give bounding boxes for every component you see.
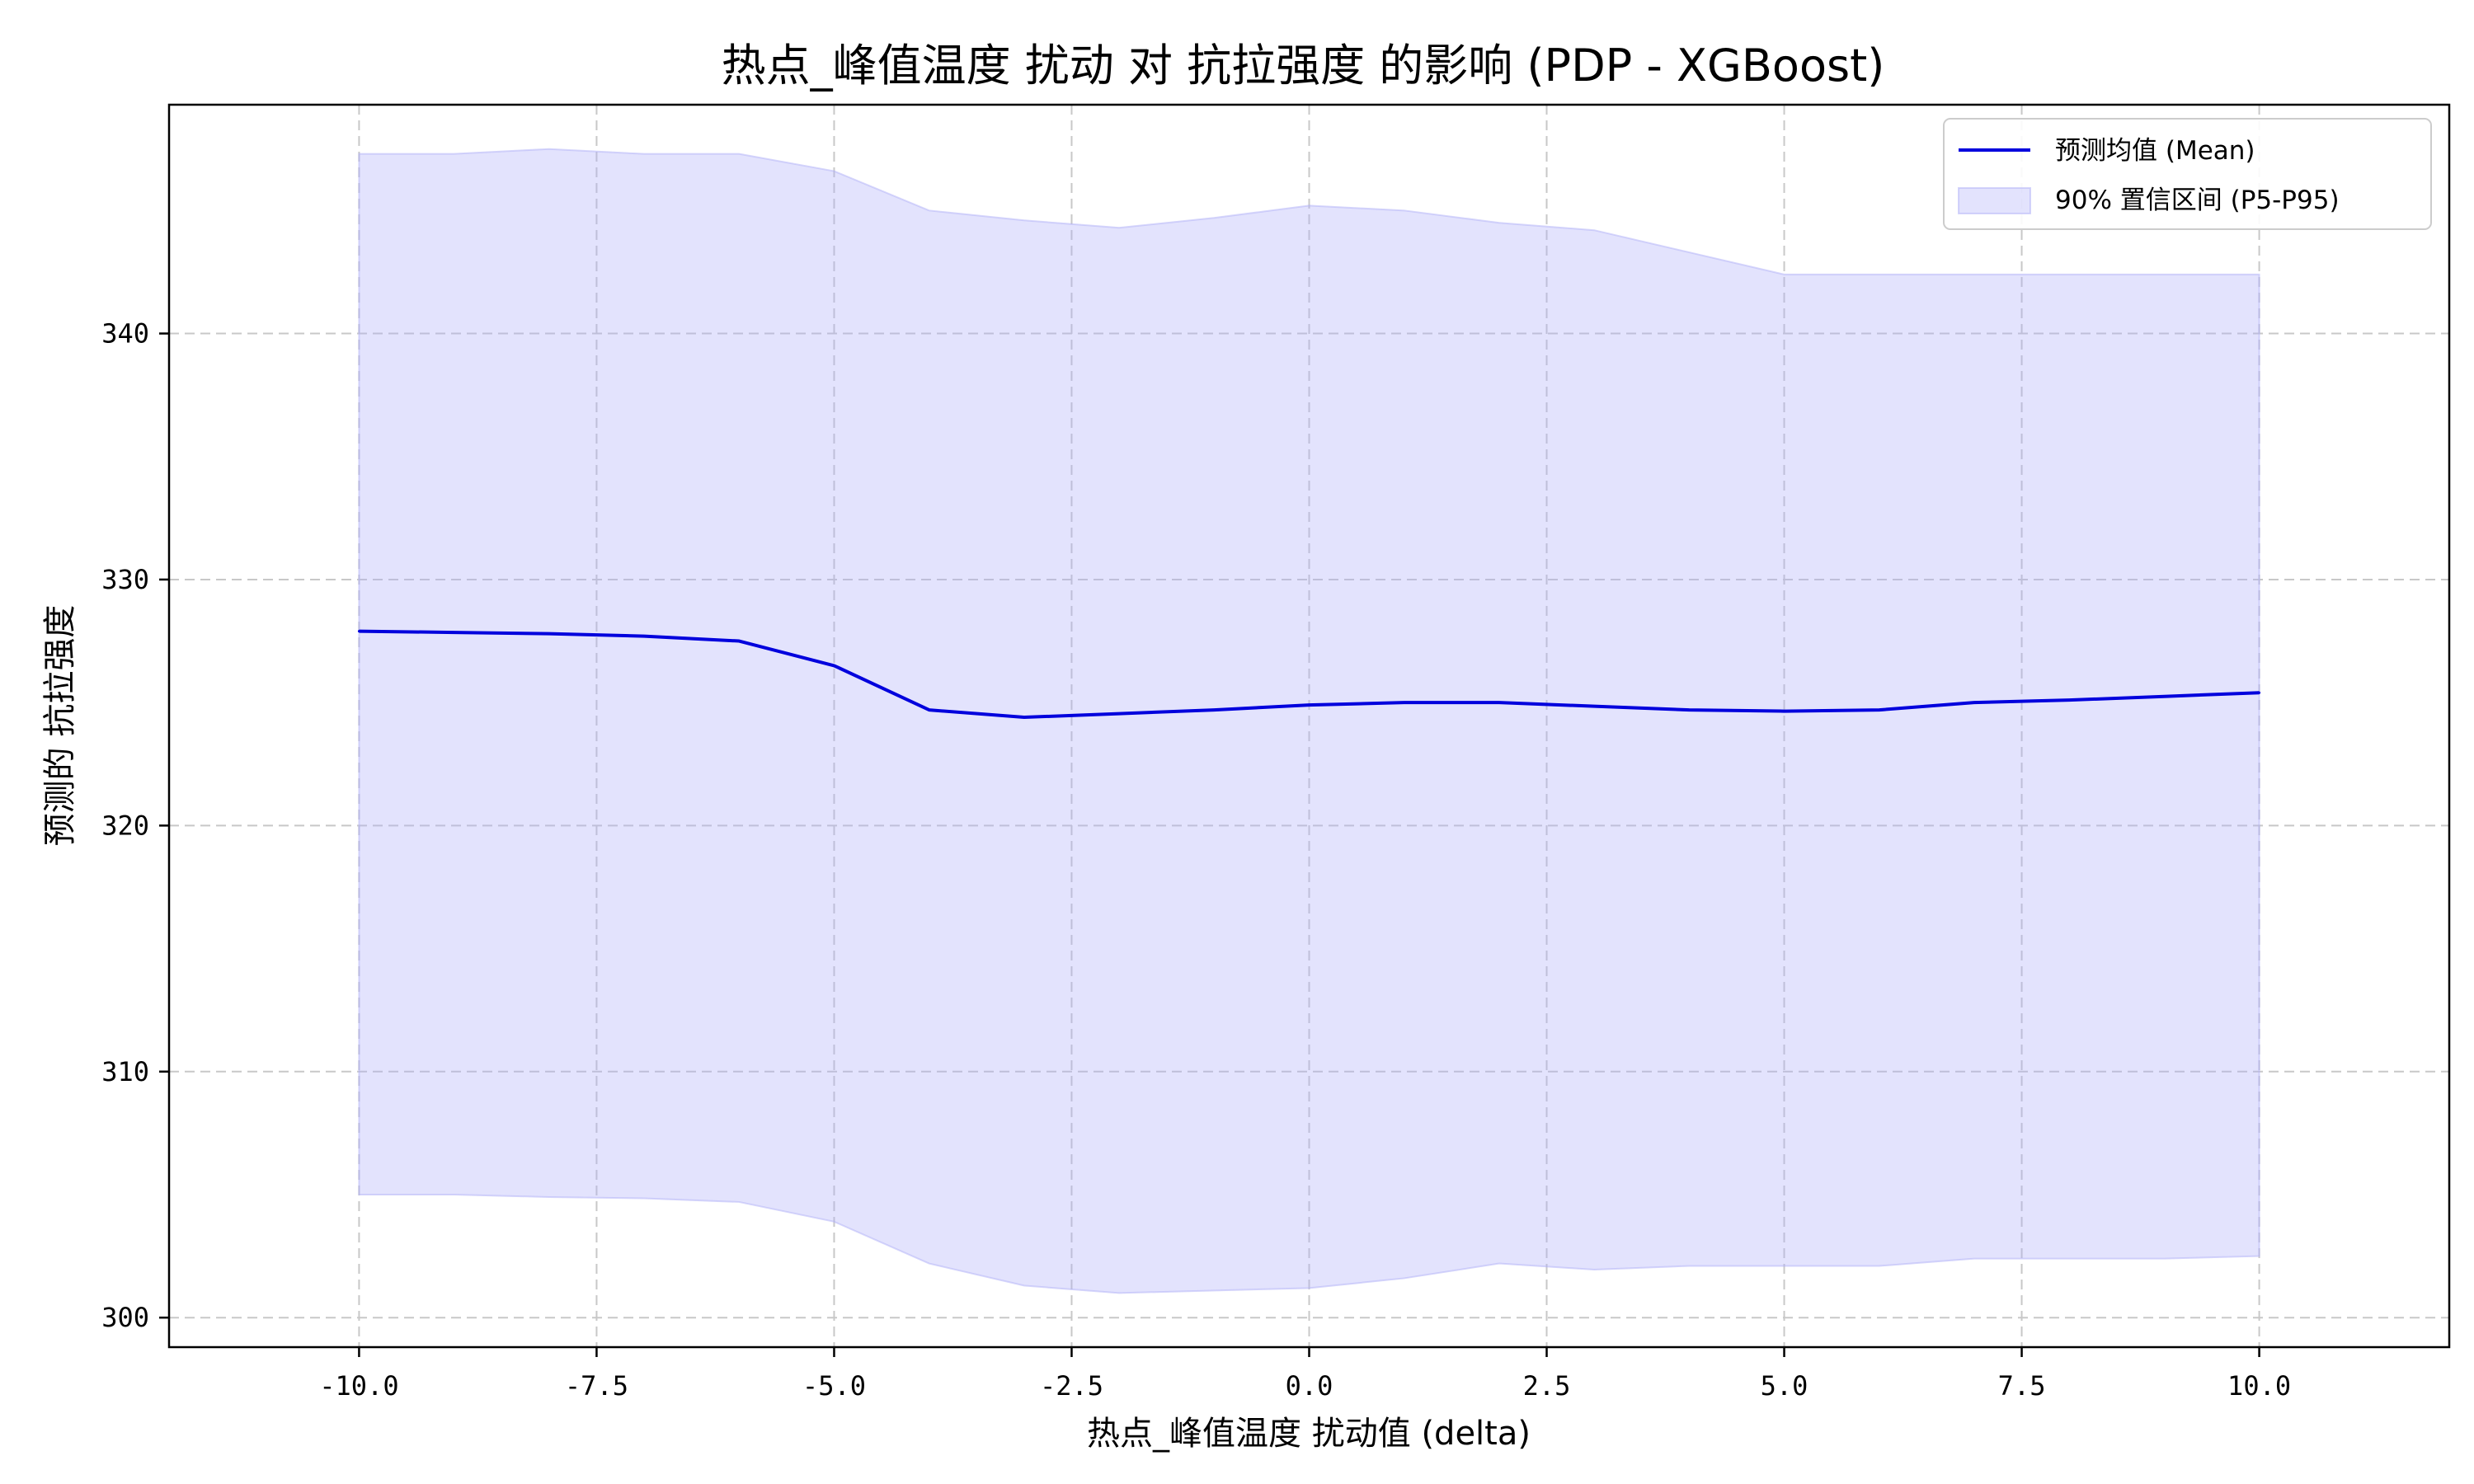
y-axis-ticks: 300 310 320 330 340 xyxy=(101,318,169,1333)
mean-data-point xyxy=(453,631,456,634)
mean-data-point xyxy=(1973,701,1976,704)
x-axis-ticks: -10.0 -7.5 -5.0 -2.5 0.0 2.5 5.0 7.5 10.0 xyxy=(319,1347,2291,1402)
legend-band-label: 90% 置信区间 (P5-P95) xyxy=(2055,186,2340,215)
legend-band-swatch xyxy=(1958,187,2031,214)
y-tick-label: 320 xyxy=(101,810,149,841)
x-tick-label: 5.0 xyxy=(1761,1370,1808,1402)
mean-data-point xyxy=(2162,695,2166,698)
legend-box xyxy=(1943,118,2432,230)
mean-data-point xyxy=(548,632,551,636)
x-tick-label: 0.0 xyxy=(1286,1370,1333,1402)
mean-data-point xyxy=(1592,705,1596,708)
mean-data-point xyxy=(832,664,835,667)
confidence-band-area xyxy=(358,148,2260,1294)
mean-data-point xyxy=(1878,708,1881,711)
x-tick-label: -5.0 xyxy=(802,1370,866,1402)
mean-data-point xyxy=(737,640,741,643)
mean-data-point xyxy=(1212,708,1216,711)
mean-data-point xyxy=(1403,701,1406,704)
mean-data-point xyxy=(928,708,931,711)
legend-mean-label: 预测均值 (Mean) xyxy=(2055,136,2255,166)
mean-data-point xyxy=(357,630,360,633)
mean-data-point xyxy=(1023,716,1026,719)
mean-data-point xyxy=(1498,701,1501,704)
y-tick-label: 310 xyxy=(101,1056,149,1087)
mean-data-point xyxy=(2258,691,2261,694)
x-tick-label: -2.5 xyxy=(1040,1370,1103,1402)
confidence-band-layer xyxy=(358,148,2260,1294)
mean-data-point xyxy=(642,635,646,638)
y-tick-label: 340 xyxy=(101,318,149,350)
mean-data-point xyxy=(2067,698,2071,702)
x-axis-label: 热点_峰值温度 扰动值 (delta) xyxy=(1087,1415,1531,1453)
x-tick-label: 10.0 xyxy=(2227,1370,2291,1402)
legend: 预测均值 (Mean) 90% 置信区间 (P5-P95) xyxy=(1943,118,2432,230)
x-tick-label: 2.5 xyxy=(1523,1370,1571,1402)
x-tick-label: -10.0 xyxy=(319,1370,398,1402)
mean-data-point xyxy=(1783,710,1786,713)
y-tick-label: 300 xyxy=(101,1302,149,1333)
y-tick-label: 330 xyxy=(101,564,149,595)
mean-line-layer xyxy=(357,629,2261,720)
mean-data-point xyxy=(1687,708,1691,711)
x-tick-label: 7.5 xyxy=(1998,1370,2046,1402)
y-axis-label: 预测的 抗拉强度 xyxy=(41,605,79,847)
x-tick-label: -7.5 xyxy=(565,1370,628,1402)
chart-title: 热点_峰值温度 扰动 对 抗拉强度 的影响 (PDP - XGBoost) xyxy=(722,40,1885,92)
mean-data-point xyxy=(1308,703,1310,707)
mean-data-point xyxy=(1117,712,1121,716)
